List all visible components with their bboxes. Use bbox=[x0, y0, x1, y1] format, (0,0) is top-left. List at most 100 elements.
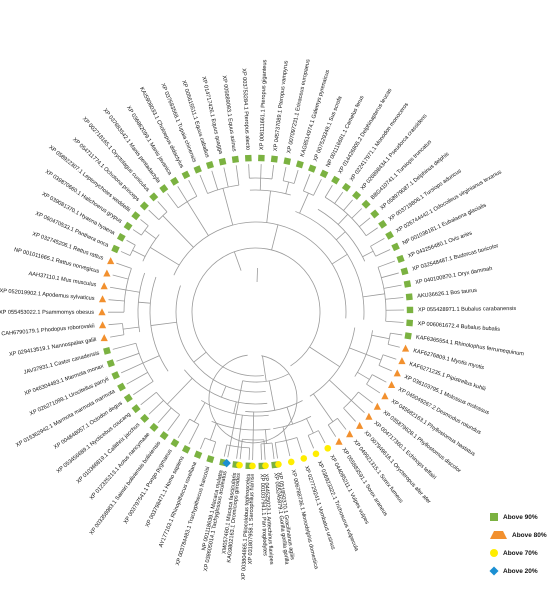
branch-line bbox=[306, 418, 314, 434]
branch-line bbox=[387, 343, 400, 348]
legend-label: Above 20% bbox=[503, 567, 538, 575]
branch-line bbox=[252, 411, 255, 440]
branch-line bbox=[358, 391, 373, 404]
bootstrap-marker-square bbox=[396, 254, 405, 264]
branch-line bbox=[265, 429, 267, 444]
bootstrap-marker-triangle bbox=[356, 421, 364, 429]
branch-arc bbox=[189, 418, 200, 425]
legend-item-above-80: Above 80% bbox=[490, 526, 550, 544]
branch-line bbox=[166, 378, 193, 405]
branch-arc bbox=[175, 285, 266, 393]
legend-item-above-20: Above 20% bbox=[489, 562, 550, 580]
branch-line bbox=[133, 381, 154, 396]
branch-line bbox=[248, 164, 250, 179]
bootstrap-marker-circle bbox=[312, 450, 320, 458]
branch-line bbox=[285, 440, 291, 457]
bootstrap-marker-square bbox=[123, 221, 133, 231]
taxon-label: AY177163.1 Rhinopithecus roxellana bbox=[158, 460, 198, 548]
branch-arc bbox=[354, 330, 373, 377]
branch-line bbox=[299, 192, 309, 214]
branch-line bbox=[148, 400, 164, 415]
bootstrap-marker-square bbox=[139, 201, 149, 211]
taxon-label: AAH37110.1 Mus musculus bbox=[28, 271, 97, 288]
branch-line bbox=[193, 351, 207, 363]
taxon-labels: XP 055245879.1 Gorilla gorilla gorillaXP… bbox=[0, 59, 525, 580]
bootstrap-marker-square bbox=[319, 169, 329, 179]
branch-arc bbox=[173, 221, 347, 319]
taxon-label: XP 006111661.1 Pteropus giganteus bbox=[259, 59, 268, 150]
bootstrap-marker-circle bbox=[236, 461, 243, 469]
branch-arc bbox=[370, 246, 376, 257]
legend: Above 90% Above 80% Above 70% Above 20% bbox=[489, 508, 550, 580]
branch-arc bbox=[245, 400, 303, 413]
branch-arc bbox=[191, 247, 321, 377]
branch-line bbox=[112, 274, 129, 280]
bootstrap-marker-square bbox=[258, 154, 265, 162]
branch-line bbox=[186, 201, 209, 236]
branch-line bbox=[307, 435, 315, 449]
legend-label: Above 70% bbox=[503, 549, 538, 557]
bootstrap-marker-circle bbox=[300, 455, 308, 462]
taxon-label: XP 055428971.1 Bubalus carabanensis bbox=[418, 306, 516, 313]
bootstrap-marker-circle bbox=[262, 462, 269, 470]
branch-line bbox=[167, 193, 179, 209]
branch-line bbox=[188, 180, 198, 197]
branch-line bbox=[120, 251, 131, 256]
bootstrap-marker-triangle bbox=[100, 334, 108, 342]
branch-line bbox=[309, 346, 340, 368]
taxon-label: XP 045737089.1 Pteropus vampyrus bbox=[273, 60, 290, 152]
bootstrap-marker-square bbox=[370, 209, 380, 219]
branch-line bbox=[123, 326, 140, 330]
branch-line bbox=[132, 249, 146, 257]
bootstrap-marker-square bbox=[295, 160, 304, 169]
bootstrap-marker-triangle bbox=[365, 412, 373, 420]
legend-label: Above 90% bbox=[503, 513, 538, 521]
branch-line bbox=[285, 181, 290, 194]
branch-line bbox=[140, 391, 157, 406]
taxon-label: CAH6790179.1 Phodopus roborovskii bbox=[1, 323, 95, 337]
taxon-label: XP 044525023.1 Antechinus flavipes bbox=[263, 474, 275, 565]
bootstrap-marker-square bbox=[244, 154, 252, 162]
branch-line bbox=[282, 426, 287, 441]
bootstrap-marker-square bbox=[159, 431, 169, 441]
bootstrap-marker-square bbox=[103, 346, 111, 355]
branch-line bbox=[343, 199, 353, 211]
branch-line bbox=[126, 372, 148, 385]
branch-line bbox=[200, 437, 206, 450]
bootstrap-marker-triangle bbox=[387, 381, 396, 389]
branch-arc bbox=[204, 437, 216, 443]
branch-line bbox=[110, 334, 125, 338]
bootstrap-marker-square bbox=[400, 267, 409, 276]
branch-line bbox=[140, 219, 149, 227]
bootstrap-marker-square bbox=[231, 155, 239, 163]
branch-line bbox=[331, 254, 348, 265]
branch-line bbox=[116, 262, 132, 269]
branch-line bbox=[177, 418, 191, 439]
branch-line bbox=[262, 355, 267, 382]
green-square-icon bbox=[490, 513, 498, 521]
branch-line bbox=[378, 364, 392, 372]
branch-line bbox=[263, 439, 266, 460]
branch-line bbox=[221, 385, 227, 398]
bootstrap-marker-square bbox=[159, 184, 169, 194]
branch-line bbox=[237, 428, 241, 447]
bootstrap-marker-square bbox=[193, 165, 202, 174]
legend-label: Above 80% bbox=[512, 531, 547, 539]
bootstrap-marker-square bbox=[181, 445, 191, 454]
taxon-label: XP 003753284.1 Pteropus alecto bbox=[240, 68, 250, 150]
branch-line bbox=[236, 446, 239, 459]
branch-arc bbox=[328, 418, 338, 426]
branch-line bbox=[235, 165, 240, 186]
bootstrap-marker-square bbox=[331, 175, 340, 185]
branch-line bbox=[233, 401, 237, 414]
branch-line bbox=[266, 190, 271, 223]
branch-arc bbox=[295, 211, 365, 320]
branch-line bbox=[240, 415, 243, 430]
bootstrap-marker-square bbox=[404, 332, 412, 340]
branch-line bbox=[148, 209, 160, 220]
bootstrap-marker-triangle bbox=[335, 437, 343, 445]
bootstrap-marker-square bbox=[406, 319, 414, 327]
tree-branches bbox=[107, 164, 404, 460]
taxon-label: XP 005689093.1 Equus asinus bbox=[221, 75, 237, 152]
bootstrap-marker-circle bbox=[249, 462, 256, 470]
